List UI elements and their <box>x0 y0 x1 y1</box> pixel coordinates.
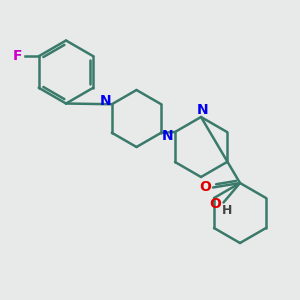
Text: O: O <box>200 180 211 194</box>
Text: F: F <box>12 49 22 63</box>
Text: H: H <box>222 204 232 217</box>
Text: O: O <box>209 197 221 211</box>
Text: N: N <box>162 129 174 143</box>
Text: N: N <box>99 94 111 108</box>
Text: N: N <box>197 103 208 117</box>
